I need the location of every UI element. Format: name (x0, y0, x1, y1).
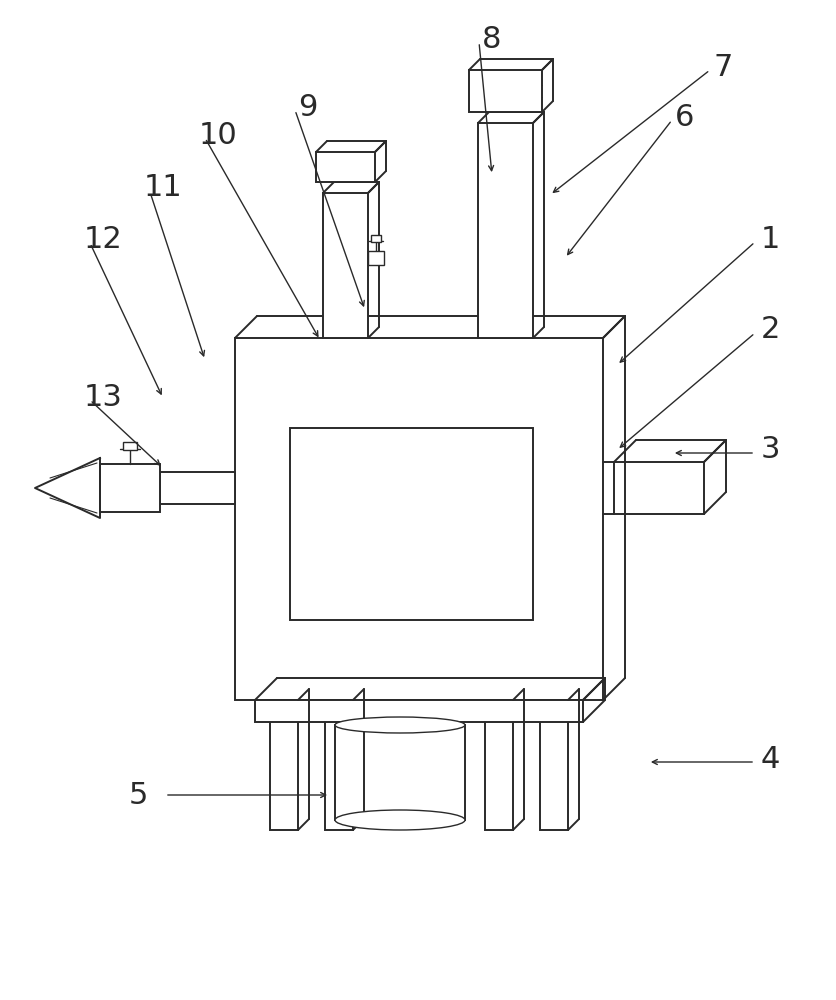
Bar (160, 472, 235, 504)
Bar (255, 700, 583, 722)
Ellipse shape (334, 810, 465, 830)
Bar (323, 193, 368, 338)
Bar (477, 123, 533, 338)
Bar (316, 152, 375, 182)
Text: 6: 6 (675, 104, 694, 132)
Text: 4: 4 (759, 746, 779, 774)
Bar (368, 251, 384, 265)
Text: 3: 3 (759, 436, 779, 464)
Text: 7: 7 (712, 53, 732, 83)
Bar (324, 700, 353, 830)
Ellipse shape (334, 717, 465, 733)
Bar (270, 700, 298, 830)
Text: 11: 11 (144, 174, 182, 202)
Bar (468, 70, 542, 112)
Text: 2: 2 (759, 316, 779, 344)
Text: 10: 10 (198, 120, 237, 149)
Text: 1: 1 (759, 226, 779, 254)
Bar (539, 700, 568, 830)
Bar (235, 338, 602, 700)
Text: 13: 13 (84, 383, 122, 412)
Text: 8: 8 (482, 25, 501, 54)
Bar (334, 725, 465, 820)
Bar (370, 235, 380, 242)
Bar (484, 700, 512, 830)
Text: 12: 12 (84, 226, 122, 254)
Bar (123, 442, 137, 450)
Bar (289, 428, 533, 620)
Polygon shape (35, 458, 99, 518)
Text: 9: 9 (298, 94, 318, 122)
Bar (614, 462, 703, 514)
Text: 5: 5 (128, 780, 147, 810)
Bar (99, 464, 160, 512)
